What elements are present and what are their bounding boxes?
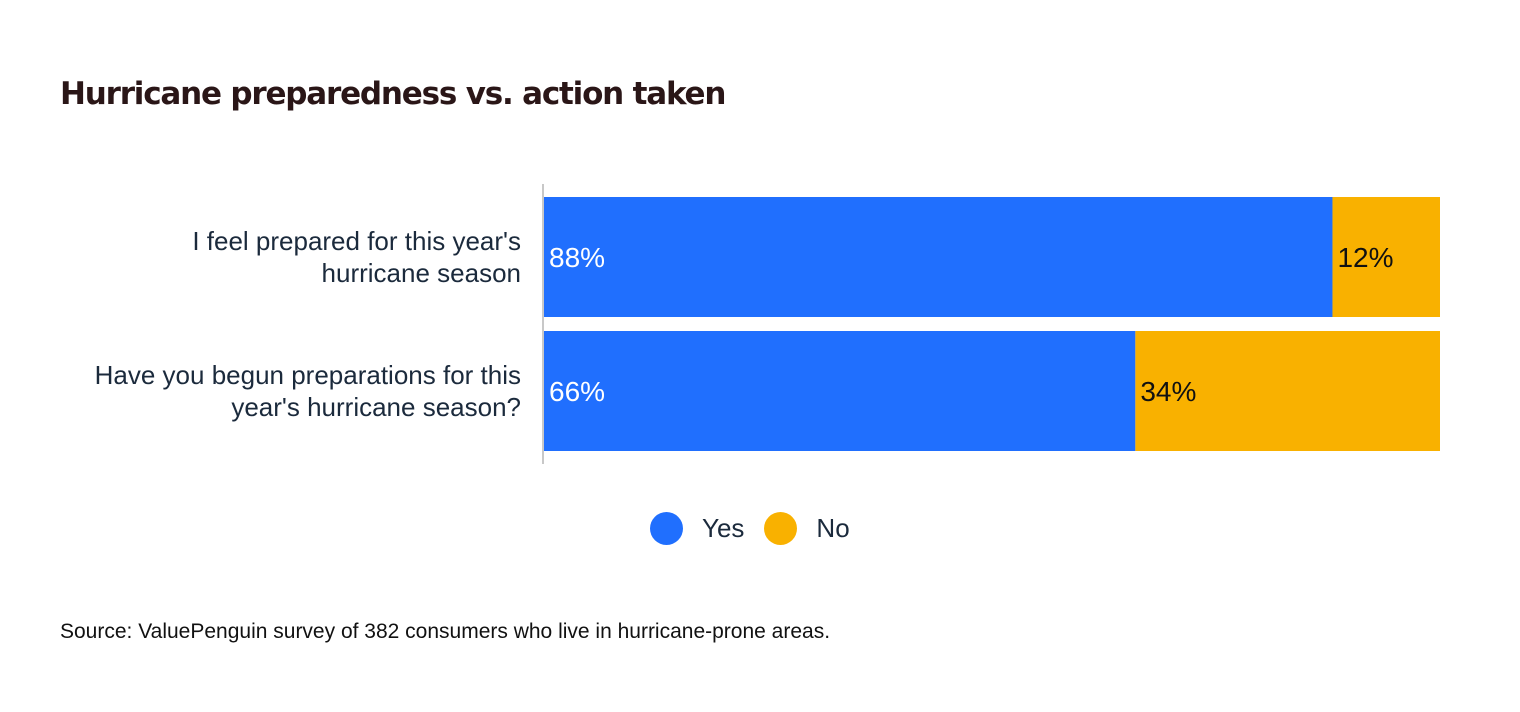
bar-no <box>1332 197 1440 317</box>
legend-swatch-yes <box>650 512 683 545</box>
legend-label-no: No <box>816 513 850 543</box>
data-label-no: 12% <box>1337 242 1393 273</box>
data-label-no: 34% <box>1140 376 1196 407</box>
bar-yes <box>544 331 1136 451</box>
data-label-yes: 88% <box>549 242 605 273</box>
category-label: I feel prepared for this year's hurricane… <box>192 226 521 288</box>
legend-label-yes: Yes <box>702 513 745 543</box>
bar-no <box>1135 331 1440 451</box>
chart-title: Hurricane preparedness vs. action taken <box>60 76 726 112</box>
data-label-yes: 66% <box>549 376 605 407</box>
legend: Yes No <box>650 512 870 545</box>
legend-item-no: No <box>764 512 850 545</box>
legend-item-yes: Yes <box>650 512 744 545</box>
bar-yes <box>544 197 1333 317</box>
category-label: Have you begun preparations for this year… <box>95 360 521 422</box>
legend-swatch-no <box>764 512 798 545</box>
source-note: Source: ValuePenguin survey of 382 consu… <box>60 620 831 643</box>
